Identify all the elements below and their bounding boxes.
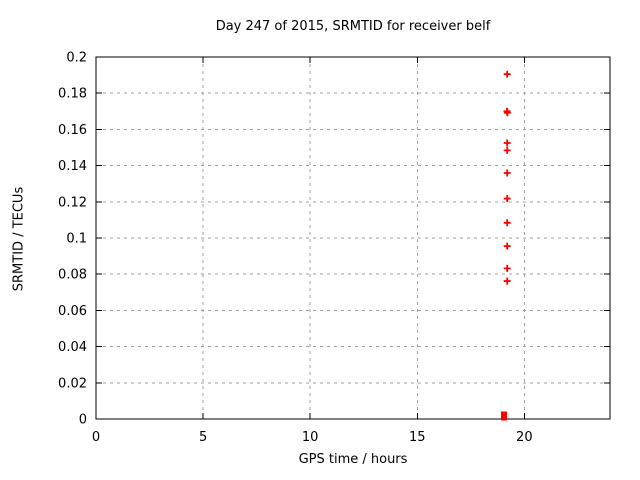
y-tick-label: 0 [79,413,87,428]
data-point-marker [503,146,511,154]
x-axis-label: GPS time / hours [298,452,408,467]
y-tick-label: 0.12 [58,195,87,210]
y-tick-label: 0.04 [58,340,87,355]
x-tick-label: 0 [92,430,100,445]
y-tick-label: 0.06 [58,304,87,319]
y-tick-label: 0.14 [58,159,87,174]
plot-border [95,56,611,420]
data-point-marker [503,264,511,272]
data-point-marker [503,195,511,203]
data-point-marker [503,70,511,78]
y-tick-label: 0.1 [66,232,87,247]
y-tick-label: 0.18 [58,87,87,102]
x-tick-label: 10 [302,430,319,445]
y-tick-label: 0.16 [58,123,87,138]
data-point-marker [503,277,511,285]
zero-cluster-marker [500,411,507,421]
chart-title: Day 247 of 2015, SRMTID for receiver bel… [215,19,491,34]
data-point-marker [503,242,511,250]
y-axis-label: SRMTID / TECUs [11,186,27,292]
y-tick-label: 0.02 [58,376,87,391]
x-tick-label: 5 [199,430,207,445]
x-tick-label: 15 [409,430,426,445]
data-point-marker [503,169,511,177]
data-point-marker [503,219,511,227]
data-point-marker [503,109,511,117]
y-tick-label: 0.2 [66,51,87,66]
data-point-marker [503,139,511,147]
x-tick-label: 20 [516,430,533,445]
y-tick-label: 0.08 [58,268,87,283]
